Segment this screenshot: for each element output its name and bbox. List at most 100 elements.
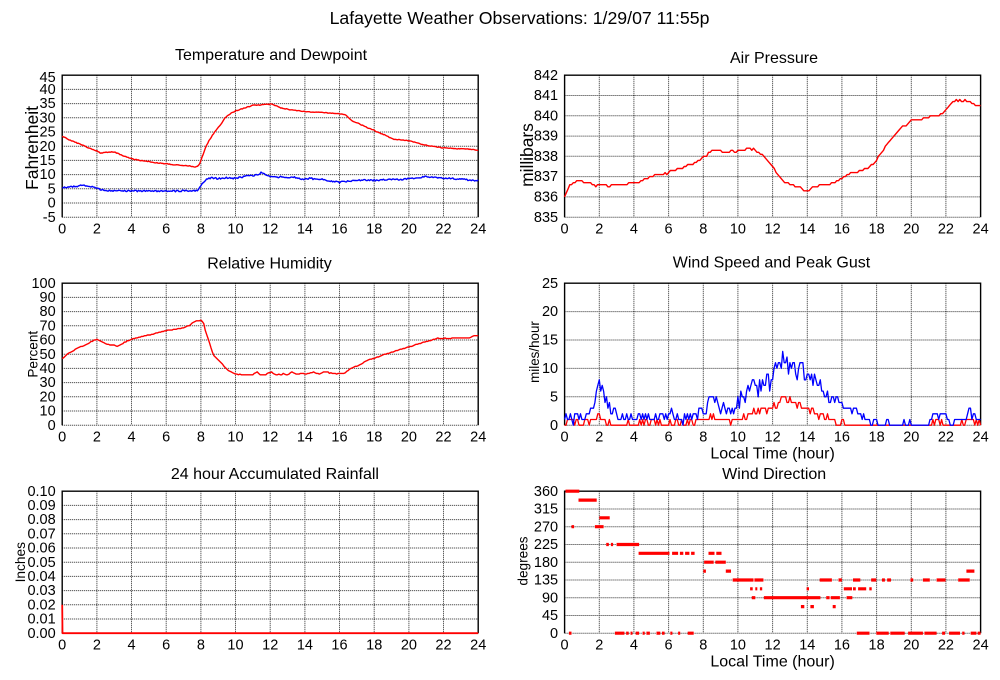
svg-text:6: 6 — [665, 222, 673, 238]
svg-text:24: 24 — [973, 430, 989, 446]
svg-text:842: 842 — [534, 68, 558, 84]
svg-text:0: 0 — [561, 222, 569, 238]
svg-text:14: 14 — [297, 638, 313, 654]
svg-text:14: 14 — [297, 222, 313, 238]
svg-text:0: 0 — [550, 418, 558, 434]
svg-text:22: 22 — [938, 222, 954, 238]
svg-text:2: 2 — [595, 430, 603, 446]
svg-text:16: 16 — [331, 638, 347, 654]
svg-text:180: 180 — [534, 555, 558, 571]
svg-text:15: 15 — [542, 333, 558, 349]
svg-text:Relative Humidity: Relative Humidity — [207, 255, 331, 272]
svg-text:12: 12 — [262, 638, 278, 654]
svg-text:Fahrenheit: Fahrenheit — [22, 106, 42, 190]
svg-text:16: 16 — [834, 222, 850, 238]
svg-text:2: 2 — [93, 222, 101, 238]
svg-text:0.08: 0.08 — [27, 512, 55, 528]
svg-text:0.01: 0.01 — [27, 612, 55, 628]
svg-text:315: 315 — [534, 502, 558, 518]
svg-text:0.06: 0.06 — [27, 541, 55, 557]
svg-text:16: 16 — [834, 638, 850, 654]
svg-text:10: 10 — [730, 638, 746, 654]
svg-text:0.09: 0.09 — [27, 498, 55, 514]
svg-text:840: 840 — [534, 108, 558, 124]
svg-text:0.04: 0.04 — [27, 569, 55, 585]
svg-text:4: 4 — [127, 638, 135, 654]
svg-text:2: 2 — [595, 638, 603, 654]
svg-text:22: 22 — [435, 638, 451, 654]
svg-text:839: 839 — [534, 129, 558, 145]
svg-text:4: 4 — [630, 430, 638, 446]
svg-text:50: 50 — [40, 347, 56, 363]
svg-text:0.03: 0.03 — [27, 583, 55, 599]
svg-text:30: 30 — [40, 110, 56, 126]
svg-text:2: 2 — [93, 430, 101, 446]
svg-text:miles/hour: miles/hour — [527, 321, 542, 383]
svg-text:90: 90 — [40, 290, 56, 306]
svg-text:24: 24 — [470, 222, 486, 238]
svg-text:0: 0 — [48, 196, 56, 212]
svg-text:4: 4 — [630, 638, 638, 654]
svg-text:835: 835 — [534, 210, 558, 226]
svg-text:20: 20 — [542, 304, 558, 320]
svg-text:0.10: 0.10 — [27, 484, 55, 500]
svg-text:35: 35 — [40, 96, 56, 112]
svg-text:18: 18 — [869, 430, 885, 446]
svg-text:8: 8 — [699, 638, 707, 654]
svg-text:45: 45 — [40, 70, 56, 86]
svg-text:0: 0 — [561, 430, 569, 446]
svg-text:18: 18 — [869, 638, 885, 654]
svg-text:15: 15 — [40, 153, 56, 169]
svg-text:8: 8 — [699, 222, 707, 238]
svg-text:837: 837 — [534, 169, 558, 185]
svg-text:2: 2 — [93, 638, 101, 654]
svg-text:225: 225 — [534, 537, 558, 553]
svg-text:12: 12 — [262, 222, 278, 238]
svg-text:0: 0 — [550, 626, 558, 642]
svg-text:8: 8 — [197, 638, 205, 654]
svg-text:6: 6 — [162, 430, 170, 446]
svg-text:Local Time (hour): Local Time (hour) — [710, 654, 835, 671]
svg-text:100: 100 — [31, 276, 55, 292]
svg-text:4: 4 — [630, 222, 638, 238]
svg-text:10: 10 — [227, 222, 243, 238]
svg-text:20: 20 — [401, 222, 417, 238]
svg-text:millibars: millibars — [517, 123, 537, 187]
svg-text:841: 841 — [534, 88, 558, 104]
svg-text:0: 0 — [561, 638, 569, 654]
svg-text:10: 10 — [227, 430, 243, 446]
svg-text:10: 10 — [730, 430, 746, 446]
svg-text:10: 10 — [40, 404, 56, 420]
svg-text:6: 6 — [665, 638, 673, 654]
svg-text:0.07: 0.07 — [27, 526, 55, 542]
svg-text:270: 270 — [534, 519, 558, 535]
svg-text:24: 24 — [973, 222, 989, 238]
svg-text:22: 22 — [435, 222, 451, 238]
svg-text:14: 14 — [799, 638, 815, 654]
svg-text:90: 90 — [542, 590, 558, 606]
svg-text:16: 16 — [834, 430, 850, 446]
svg-text:14: 14 — [799, 222, 815, 238]
svg-text:6: 6 — [162, 222, 170, 238]
svg-text:Inches: Inches — [13, 542, 28, 582]
svg-text:0.00: 0.00 — [27, 626, 55, 642]
svg-text:20: 20 — [903, 638, 919, 654]
svg-text:22: 22 — [938, 638, 954, 654]
svg-text:8: 8 — [197, 222, 205, 238]
svg-text:22: 22 — [938, 430, 954, 446]
svg-text:0: 0 — [58, 430, 66, 446]
svg-text:30: 30 — [40, 375, 56, 391]
svg-text:6: 6 — [665, 430, 673, 446]
svg-text:6: 6 — [162, 638, 170, 654]
svg-text:22: 22 — [435, 430, 451, 446]
svg-text:20: 20 — [401, 638, 417, 654]
svg-text:8: 8 — [699, 430, 707, 446]
svg-text:0: 0 — [48, 418, 56, 434]
svg-text:20: 20 — [903, 222, 919, 238]
svg-text:8: 8 — [197, 430, 205, 446]
svg-text:16: 16 — [331, 430, 347, 446]
svg-text:18: 18 — [366, 222, 382, 238]
svg-text:12: 12 — [765, 638, 781, 654]
svg-text:18: 18 — [366, 430, 382, 446]
svg-text:10: 10 — [40, 167, 56, 183]
